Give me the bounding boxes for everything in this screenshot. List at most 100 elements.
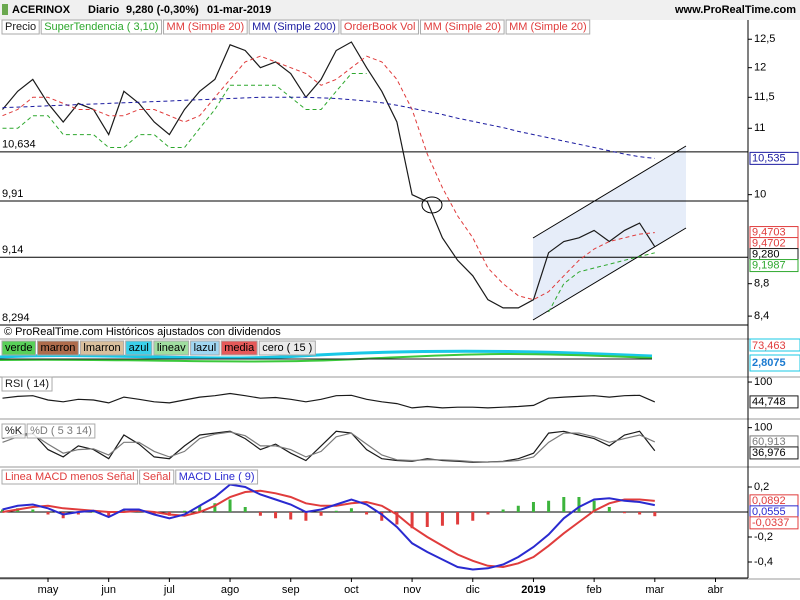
y-tick-label: 11 [754, 122, 765, 134]
legend-label: MACD Line ( 9) [179, 471, 255, 483]
histogram-bar [319, 512, 323, 516]
y-tick-label: 10 [754, 189, 766, 201]
legend-label: verde [5, 342, 33, 354]
value-label: 73,463 [752, 340, 786, 352]
header-bar [0, 0, 800, 20]
value-label: 9,4703 [752, 226, 786, 238]
legend-box [1, 423, 26, 439]
histogram-bar [1, 509, 4, 512]
value-label: 10,535 [752, 152, 786, 164]
value-label-box [749, 354, 800, 372]
histogram-bar [213, 503, 217, 512]
legend-label: Linea MACD menos Señal [5, 471, 135, 483]
histogram-bar [122, 509, 126, 512]
y-tick-label: 100 [754, 376, 772, 388]
x-tick-label: jun [100, 584, 116, 596]
value-label: 0,0555 [752, 506, 786, 518]
legend-box [1, 19, 40, 35]
legend-box [248, 19, 340, 35]
x-tick-label: jul [163, 584, 175, 596]
legend-label: RSI ( 14) [5, 378, 49, 390]
histogram-bar [577, 497, 581, 512]
histogram-bar [334, 510, 338, 512]
legend-label: Señal [143, 471, 171, 483]
channel-line [532, 227, 687, 321]
legend-box [190, 340, 220, 356]
histogram-bar [531, 502, 535, 512]
x-tick-label: feb [586, 584, 601, 596]
histogram-bar [107, 512, 111, 517]
icon [2, 4, 8, 15]
value-label-box [749, 516, 799, 530]
histogram-bar [486, 512, 490, 515]
legend-box [79, 340, 125, 356]
histogram-bar [289, 512, 293, 520]
histogram-bar [183, 510, 187, 512]
legend-label: lineav [157, 342, 186, 354]
header-date: 01-mar-2019 [207, 4, 271, 16]
legend-box [258, 340, 316, 356]
histogram-bar [243, 507, 247, 512]
legend-box [340, 19, 419, 35]
decor-line [0, 349, 653, 360]
histogram-bar [76, 512, 80, 515]
value-label: 44,748 [752, 396, 786, 408]
channel-line [532, 145, 687, 239]
y-tick-label: -0,4 [754, 556, 773, 568]
header: ACERINOX Diario 9,280 (-0,30%) 01-mar-20… [2, 4, 796, 16]
legend-box [220, 340, 258, 356]
value-label: 0,0892 [752, 495, 786, 507]
histogram-bar [516, 505, 520, 512]
histogram-bar [456, 512, 460, 525]
channel-fill [533, 146, 686, 320]
x-tick-label: nov [403, 584, 421, 596]
legend-label: azul [129, 342, 149, 354]
header-price: 9,280 (-0,30%) [126, 4, 199, 16]
value-label: 2,8075 [752, 357, 786, 369]
legend-label: media [224, 342, 255, 354]
x-tick-label: may [38, 584, 59, 596]
legend-box [175, 469, 259, 485]
histogram-bar [425, 512, 429, 527]
y-tick-label: -0,2 [754, 531, 773, 543]
x-tick-label: 2019 [521, 584, 545, 596]
histogram-bar [349, 508, 353, 512]
histogram-bar [395, 512, 399, 525]
legend-box [419, 19, 505, 35]
series-line [2, 430, 656, 463]
series-line [2, 489, 655, 569]
histogram-bar [198, 505, 202, 512]
x-tick-label: dic [466, 584, 481, 596]
histogram-bar [228, 499, 232, 512]
series-line [2, 55, 655, 301]
legend-label: Precio [5, 21, 36, 33]
legend-box [40, 19, 163, 35]
header-period: Diario [88, 4, 119, 16]
indicator-lines [0, 349, 653, 363]
legend-label: %K [5, 425, 23, 437]
series-line [2, 96, 655, 159]
series-line [2, 431, 656, 463]
histogram-bar [274, 512, 278, 519]
legend-box [1, 376, 53, 392]
histogram-bar [152, 512, 156, 515]
legend-label: SuperTendencia ( 3,10) [44, 21, 158, 33]
legend-label: %D ( 5 3 14) [30, 425, 92, 437]
histogram-bar [638, 512, 642, 515]
legend-label: marron [41, 342, 76, 354]
histogram-bar [365, 512, 369, 515]
series-line [548, 252, 655, 313]
legend-box [26, 423, 96, 439]
value-label: 9,4702 [752, 237, 786, 249]
histogram-bar [304, 512, 308, 521]
histogram-bar [547, 500, 551, 512]
histogram-bar [592, 500, 596, 512]
value-label-box [749, 259, 799, 273]
y-tick-label: 11,5 [754, 91, 775, 103]
y-tick-label: 8,8 [754, 278, 769, 290]
histogram-bar [46, 512, 50, 515]
legend-label: lmarron [83, 342, 120, 354]
level-label: 9,14 [2, 244, 23, 256]
